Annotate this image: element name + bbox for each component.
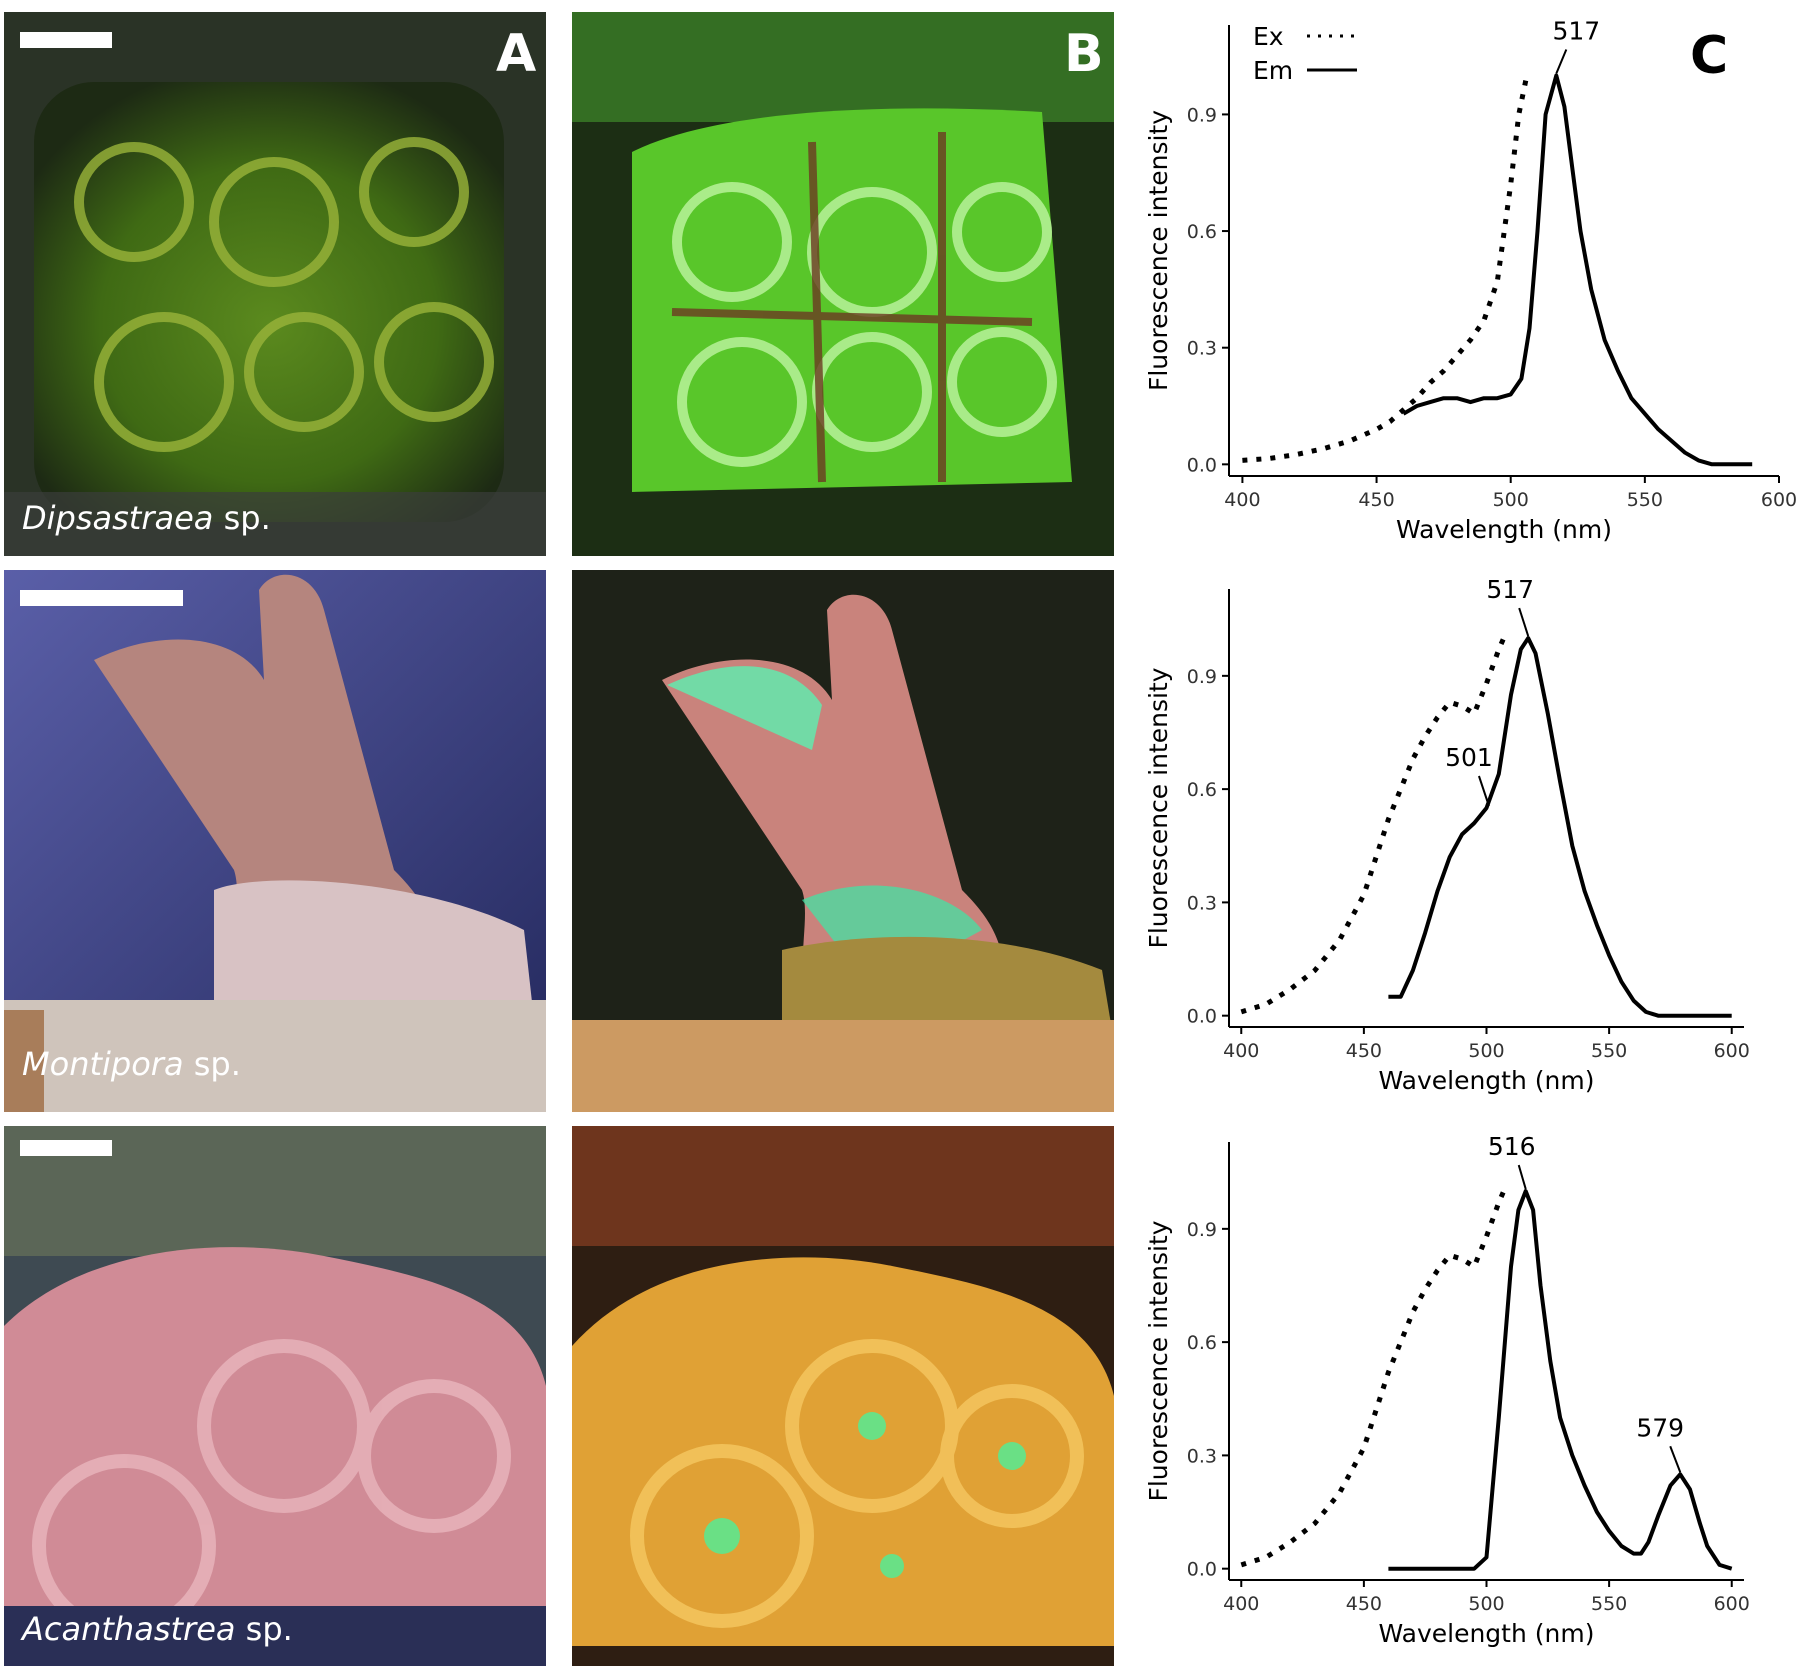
panel-label-a: A: [496, 24, 537, 84]
y-tick-label: 0.6: [1187, 779, 1217, 801]
x-tick-label: 600: [1714, 1593, 1750, 1615]
y-tick-label: 0.0: [1187, 454, 1217, 476]
scale-bar-row3: [20, 1140, 112, 1156]
x-axis-label: Wavelength (nm): [1379, 1619, 1595, 1648]
species-genus: Acanthastrea: [22, 1610, 236, 1648]
y-tick-label: 0.3: [1187, 338, 1217, 360]
y-tick-label: 0.9: [1187, 1219, 1217, 1241]
species-label-row2: Montipora sp.: [22, 1048, 241, 1080]
x-tick-label: 400: [1224, 489, 1260, 511]
species-label-row1: Dipsastraea sp.: [22, 502, 271, 534]
y-axis-label: Fluorescence intensity: [1144, 1220, 1173, 1501]
x-tick-label: 450: [1346, 1593, 1382, 1615]
y-tick-label: 0.9: [1187, 104, 1217, 126]
y-tick-label: 0.3: [1187, 892, 1217, 914]
x-tick-label: 600: [1761, 489, 1797, 511]
scale-bar-row1: [20, 32, 112, 48]
peak-annotation: 517: [1552, 17, 1600, 46]
coral-fluorescence-dipsastraea: [572, 12, 1114, 556]
peak-annotation: 517: [1486, 575, 1534, 604]
photo-b-row3: [572, 1126, 1114, 1666]
spectrum-chart-row2: 400 450 500 550 600 0.0 0.3 0.6 0.9 Wavelength (n…: [1144, 575, 1750, 1095]
y-tick-label: 0.9: [1187, 666, 1217, 688]
peak-annotation: 579: [1636, 1413, 1684, 1442]
coral-photo-dipsastraea: [4, 12, 546, 556]
annotation-leader: [1669, 1445, 1682, 1473]
x-tick-label: 500: [1468, 1040, 1504, 1062]
legend-label: Em: [1253, 56, 1293, 85]
annotation-leader: [1555, 49, 1568, 74]
peak-annotation: 501: [1445, 743, 1493, 772]
x-tick-label: 500: [1468, 1593, 1504, 1615]
x-tick-label: 550: [1591, 1040, 1627, 1062]
y-axis-label: Fluorescence intensity: [1144, 667, 1173, 948]
legend-label: Ex: [1253, 22, 1284, 51]
x-tick-label: 450: [1358, 489, 1394, 511]
x-tick-label: 600: [1714, 1040, 1750, 1062]
scale-bar-row2: [20, 590, 183, 606]
coral-fluorescence-montipora: [572, 570, 1114, 1112]
y-axis-label: Fluorescence intensity: [1144, 110, 1173, 391]
emission-series-line: [1388, 636, 1732, 1018]
photo-a-row3: [4, 1126, 546, 1666]
spectrum-chart-row3: 400 450 500 550 600 0.0 0.3 0.6 0.9 Wavelength (n…: [1144, 1132, 1750, 1648]
peak-annotation: 516: [1488, 1132, 1536, 1161]
photo-a-row1: [4, 12, 546, 556]
x-tick-label: 400: [1223, 1593, 1259, 1615]
species-label-row3: Acanthastrea sp.: [22, 1613, 293, 1645]
coral-fluorescence-acanthastrea: [572, 1126, 1114, 1666]
x-tick-label: 550: [1591, 1593, 1627, 1615]
photo-b-row2: [572, 570, 1114, 1112]
excitation-series-line: [1242, 74, 1530, 463]
x-axis-label: Wavelength (nm): [1396, 515, 1612, 544]
y-tick-label: 0.3: [1187, 1445, 1217, 1467]
excitation-series-line: [1240, 1190, 1506, 1568]
coral-photo-montipora: [4, 570, 546, 1112]
species-suffix: sp.: [235, 1610, 293, 1648]
panel-label-c: C: [1690, 26, 1729, 86]
annotation-leader: [1478, 775, 1490, 807]
coral-photo-acanthastrea: [4, 1126, 546, 1666]
x-axis-label: Wavelength (nm): [1379, 1066, 1595, 1095]
photo-a-row2: [4, 570, 546, 1112]
annotation-leader: [1518, 607, 1530, 637]
emission-series-line: [1402, 73, 1753, 467]
y-tick-label: 0.6: [1187, 1332, 1217, 1354]
x-tick-label: 500: [1493, 489, 1529, 511]
species-genus: Dipsastraea: [22, 499, 214, 537]
y-tick-label: 0.0: [1187, 1559, 1217, 1581]
spectrum-chart-row1: 400 450 500 550 600 0.0 0.3 0.6 0.9 Wavelength (n…: [1144, 17, 1797, 544]
annotation-leader: [1517, 1164, 1527, 1190]
species-suffix: sp.: [213, 499, 271, 537]
y-tick-label: 0.0: [1187, 1006, 1217, 1028]
panel-label-b: B: [1064, 24, 1104, 84]
y-tick-label: 0.6: [1187, 221, 1217, 243]
x-tick-label: 450: [1346, 1040, 1382, 1062]
species-genus: Montipora: [22, 1045, 184, 1083]
x-tick-label: 400: [1223, 1040, 1259, 1062]
excitation-series-line: [1240, 637, 1506, 1015]
x-tick-label: 550: [1627, 489, 1663, 511]
species-suffix: sp.: [183, 1045, 241, 1083]
photo-b-row1: [572, 12, 1114, 556]
emission-series-line: [1388, 1189, 1733, 1571]
